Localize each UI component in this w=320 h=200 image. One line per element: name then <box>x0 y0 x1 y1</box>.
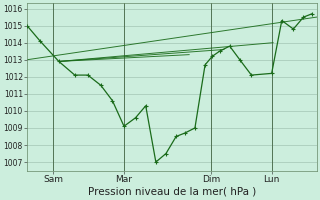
X-axis label: Pression niveau de la mer( hPa ): Pression niveau de la mer( hPa ) <box>88 187 256 197</box>
